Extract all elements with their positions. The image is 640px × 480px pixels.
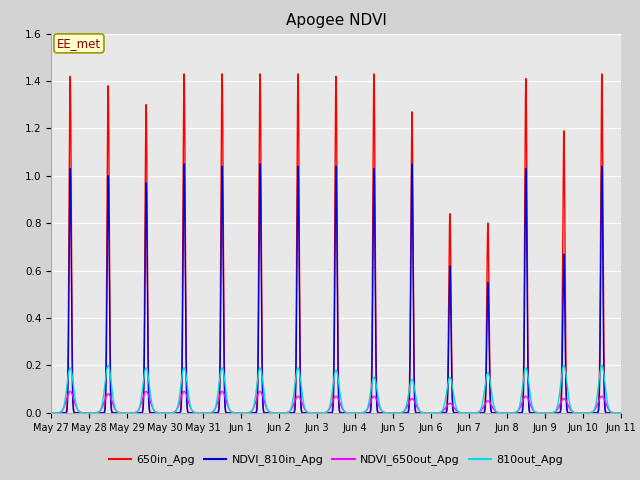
Text: EE_met: EE_met bbox=[57, 37, 101, 50]
Legend: 650in_Apg, NDVI_810in_Apg, NDVI_650out_Apg, 810out_Apg: 650in_Apg, NDVI_810in_Apg, NDVI_650out_A… bbox=[104, 450, 568, 470]
Title: Apogee NDVI: Apogee NDVI bbox=[285, 13, 387, 28]
